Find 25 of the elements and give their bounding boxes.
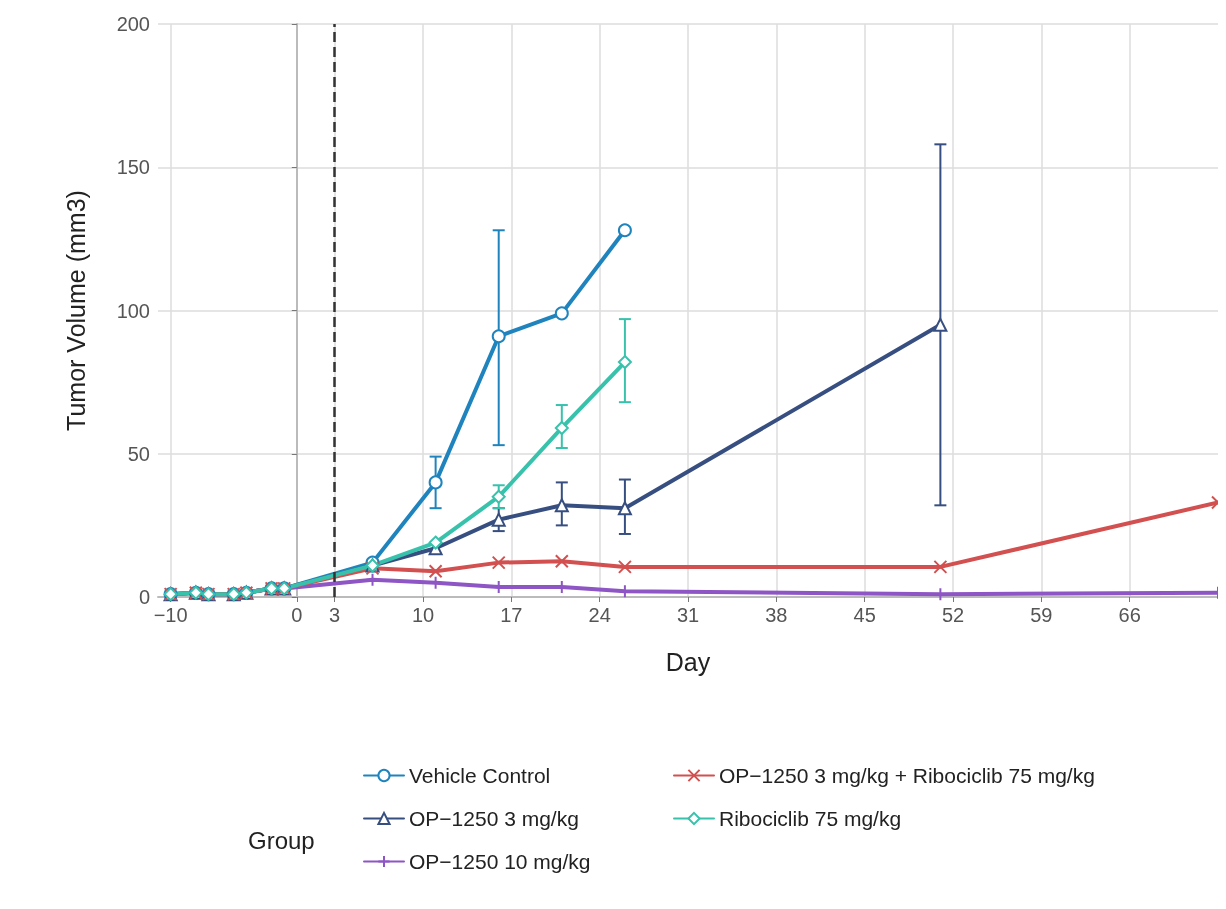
x-tick-label: 17 — [500, 604, 523, 626]
y-tick-label: 50 — [127, 442, 150, 465]
x-tick-label: 45 — [853, 604, 876, 626]
x-tick-label: 38 — [765, 604, 788, 626]
y-tick-label: 0 — [138, 586, 150, 608]
legend-title: Group — [248, 826, 315, 854]
legend-label: OP−1250 3 mg/kg + Ribociclib 75 mg/kg — [719, 764, 1095, 787]
legend-label: OP−1250 3 mg/kg — [409, 807, 579, 830]
x-tick-label: 31 — [676, 604, 700, 626]
x-tick-label: 59 — [1030, 604, 1053, 626]
x-tick-label: 3 — [329, 604, 341, 626]
legend-label: Ribociclib 75 mg/kg — [719, 807, 902, 830]
x-tick-label: 10 — [411, 604, 435, 626]
y-tick-label: 100 — [116, 299, 150, 322]
y-tick-label: 200 — [116, 13, 150, 35]
x-axis-title: Day — [665, 647, 711, 676]
legend-label: Vehicle Control — [409, 764, 551, 787]
x-tick-label: −10 — [153, 604, 188, 626]
x-tick-label: 66 — [1118, 604, 1141, 626]
x-tick-label: 52 — [941, 604, 965, 626]
x-tick-label: 24 — [588, 604, 611, 626]
y-axis-title: Tumor Volume (mm3) — [61, 190, 90, 431]
legend-label: OP−1250 10 mg/kg — [409, 850, 591, 873]
x-tick-label: 0 — [291, 604, 303, 626]
y-tick-label: 150 — [116, 156, 150, 179]
